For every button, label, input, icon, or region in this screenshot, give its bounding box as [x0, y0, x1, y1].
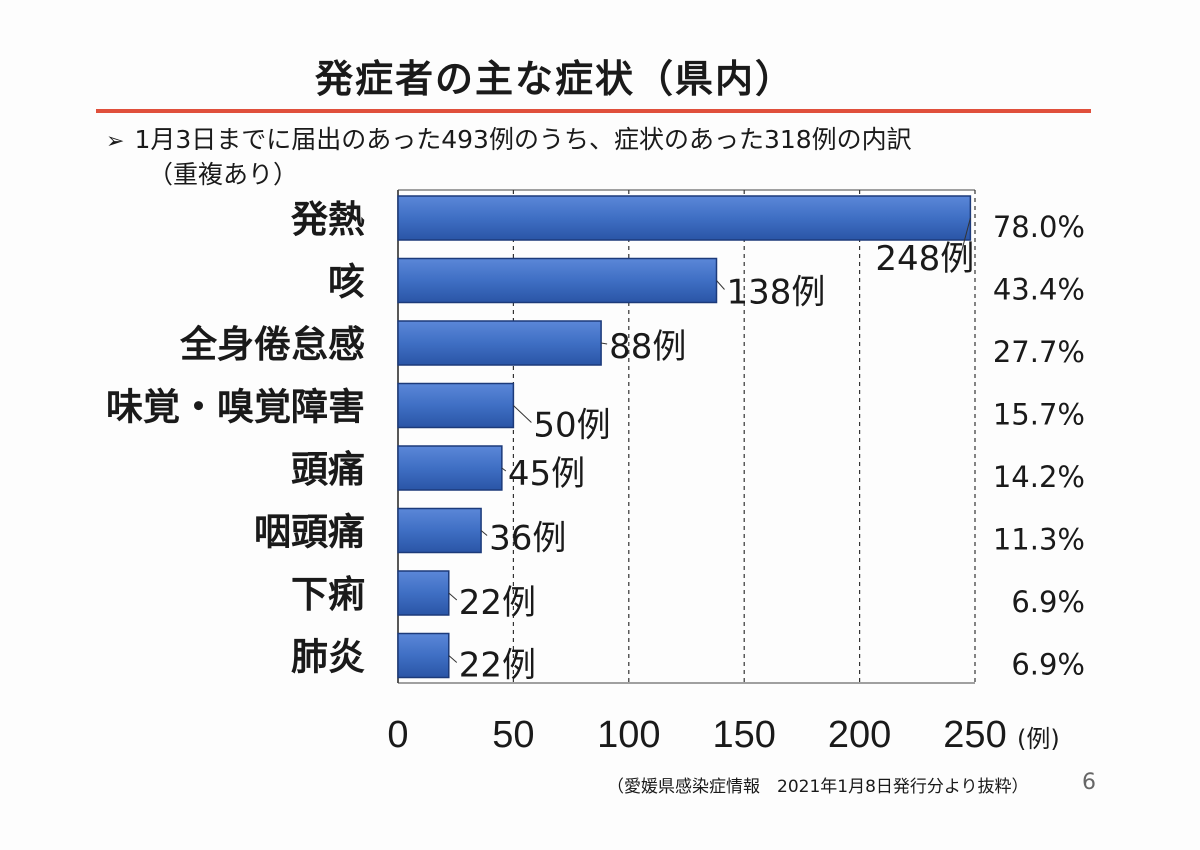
category-label: 発熱 [290, 198, 365, 241]
category-label: 頭痛 [291, 448, 365, 491]
x-tick-label: 100 [597, 714, 660, 756]
bar [397, 507, 482, 554]
value-label: 22例 [459, 583, 536, 623]
category-label: 全身倦怠感 [179, 323, 365, 366]
value-leader-line [501, 467, 507, 472]
value-label: 248例 [875, 239, 974, 279]
x-tick-label: 150 [712, 714, 775, 756]
value-label: 88例 [609, 327, 686, 367]
summary-note: ➢ 1月3日までに届出のあった493例のうち、症状のあった318例の内訳 （重複あ… [106, 123, 1106, 191]
percent-label: 14.2% [993, 460, 1085, 494]
x-tick-label: 50 [492, 714, 534, 756]
value-leader-line [601, 342, 608, 345]
bar [397, 445, 503, 491]
category-label: 咽頭痛 [254, 511, 365, 554]
bar [397, 257, 718, 304]
bar [397, 320, 602, 366]
value-label: 36例 [489, 519, 566, 559]
summary-note-line1: 1月3日までに届出のあった493例のうち、症状のあった318例の内訳 [134, 125, 912, 154]
value-leader-line [959, 217, 971, 257]
value-leader-line [448, 592, 458, 601]
summary-note-line2: （重複あり） [148, 160, 299, 189]
value-leader-line [513, 405, 532, 423]
bar [397, 570, 450, 616]
slide-title: 発症者の主な症状（県内） [314, 57, 795, 101]
category-label: 味覚・嗅覚障害 [106, 386, 365, 429]
x-tick-label: 200 [828, 714, 891, 756]
percent-label: 78.0% [993, 210, 1085, 244]
value-label: 50例 [533, 406, 610, 446]
percent-label: 6.9% [1011, 648, 1085, 682]
value-label: 138例 [727, 273, 826, 313]
x-tick-label: 250 [943, 714, 1006, 756]
value-leader-line [480, 530, 488, 536]
percent-label: 43.4% [993, 273, 1085, 307]
percent-label: 15.7% [993, 398, 1085, 432]
percent-label: 27.7% [993, 335, 1085, 369]
value-label: 22例 [459, 646, 536, 686]
percent-label: 6.9% [1011, 585, 1085, 619]
percent-label: 11.3% [993, 523, 1085, 557]
source-citation: （愛媛県感染症情報 2021年1月8日発行分より抜粋） [607, 777, 1029, 797]
value-leader-line [448, 655, 458, 663]
category-label: 下痢 [291, 573, 365, 616]
bar [397, 632, 450, 679]
x-axis-unit: (例) [1017, 725, 1060, 753]
value-label: 45例 [508, 454, 585, 494]
bar [397, 382, 515, 429]
category-label: 肺炎 [291, 636, 365, 679]
x-tick-label: 0 [387, 714, 408, 756]
category-label: 咳 [328, 261, 365, 304]
title-underline [96, 109, 1091, 113]
arrow-bullet-icon: ➢ [106, 129, 125, 154]
bar [397, 195, 972, 241]
value-leader-line [716, 280, 725, 290]
page-number: 6 [1082, 770, 1096, 795]
